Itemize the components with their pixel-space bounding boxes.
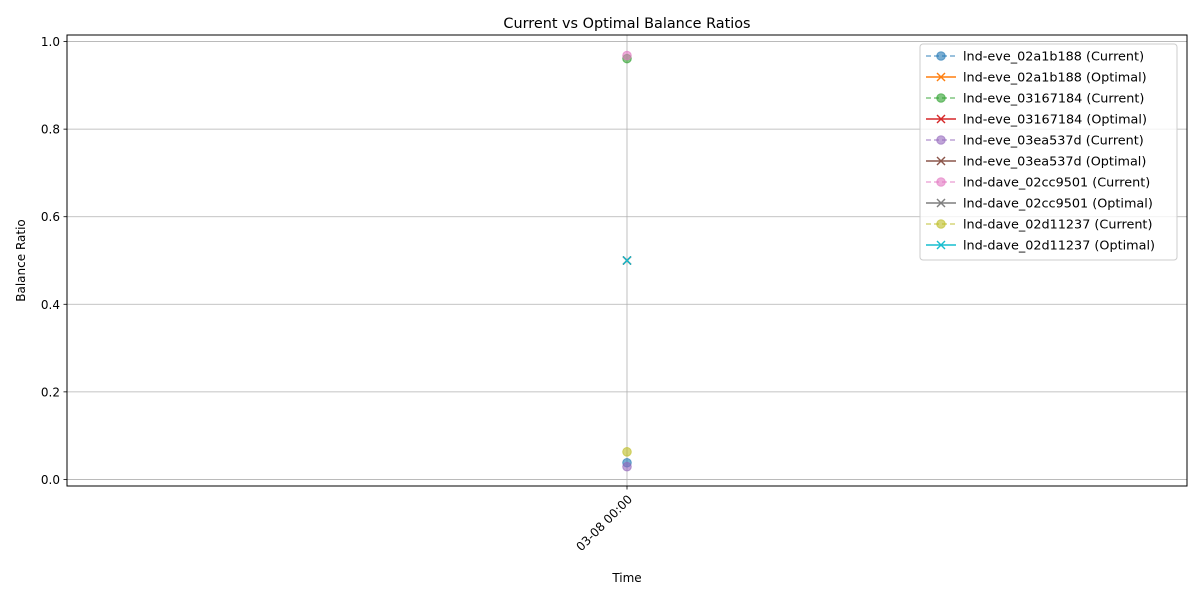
- y-tick-label: 0.6: [41, 210, 60, 224]
- legend-label: lnd-dave_02cc9501 (Optimal): [963, 197, 1153, 212]
- legend-item: lnd-dave_02d11237 (Current): [926, 218, 1152, 233]
- grid: [67, 35, 1187, 486]
- legend-marker: [936, 114, 946, 124]
- legend-item: lnd-dave_02cc9501 (Current): [926, 176, 1150, 191]
- legend-label: lnd-eve_03ea537d (Current): [963, 134, 1144, 149]
- series-current: [622, 461, 632, 472]
- plot-series: [622, 50, 632, 472]
- y-axis-label: Balance Ratio: [14, 219, 28, 301]
- x-axis-label: Time: [611, 571, 641, 585]
- y-tick-label: 1.0: [41, 35, 60, 49]
- legend-item: lnd-eve_02a1b188 (Optimal): [926, 71, 1147, 86]
- legend-item: lnd-dave_02cc9501 (Optimal): [926, 197, 1153, 212]
- series-current: [622, 447, 632, 457]
- legend-marker: [936, 177, 946, 187]
- legend-marker: [936, 135, 946, 145]
- legend-label: lnd-dave_02d11237 (Current): [963, 218, 1152, 233]
- legend: lnd-eve_02a1b188 (Current) lnd-eve_02a1b1…: [919, 43, 1178, 261]
- legend-marker: [936, 156, 946, 166]
- legend-item: lnd-eve_03ea537d (Optimal): [926, 155, 1146, 170]
- legend-label: lnd-eve_03ea537d (Optimal): [963, 155, 1146, 170]
- series-current: [622, 50, 632, 61]
- legend-label: lnd-eve_03167184 (Current): [963, 92, 1144, 107]
- legend-marker: [936, 198, 946, 208]
- series-optimal: [622, 256, 632, 265]
- legend-label: lnd-eve_02a1b188 (Optimal): [963, 71, 1147, 86]
- legend-item: lnd-dave_02d11237 (Optimal): [926, 239, 1155, 254]
- data-point: [622, 50, 632, 61]
- y-tick-label: 0.0: [41, 473, 60, 487]
- legend-label: lnd-dave_02cc9501 (Current): [963, 176, 1150, 191]
- legend-item: lnd-eve_02a1b188 (Current): [926, 50, 1144, 65]
- y-tick-label: 0.8: [41, 123, 60, 137]
- chart-title: Current vs Optimal Balance Ratios: [503, 16, 750, 32]
- data-point: [622, 461, 632, 472]
- legend-marker: [936, 93, 946, 103]
- legend-label: lnd-eve_02a1b188 (Current): [963, 50, 1144, 65]
- legend-marker: [936, 240, 946, 250]
- y-tick-label: 0.2: [41, 385, 60, 399]
- y-tick-label: 0.4: [41, 298, 60, 312]
- legend-marker: [936, 51, 946, 61]
- legend-box: [919, 43, 1178, 261]
- legend-marker: [936, 72, 946, 82]
- legend-label: lnd-eve_03167184 (Optimal): [963, 113, 1147, 128]
- legend-marker: [936, 219, 946, 229]
- legend-item: lnd-eve_03167184 (Optimal): [926, 113, 1147, 128]
- data-point: [622, 256, 632, 265]
- legend-label: lnd-dave_02d11237 (Optimal): [963, 239, 1155, 254]
- legend-item: lnd-eve_03ea537d (Current): [926, 134, 1144, 149]
- data-point: [622, 447, 632, 457]
- legend-item: lnd-eve_03167184 (Current): [926, 92, 1144, 107]
